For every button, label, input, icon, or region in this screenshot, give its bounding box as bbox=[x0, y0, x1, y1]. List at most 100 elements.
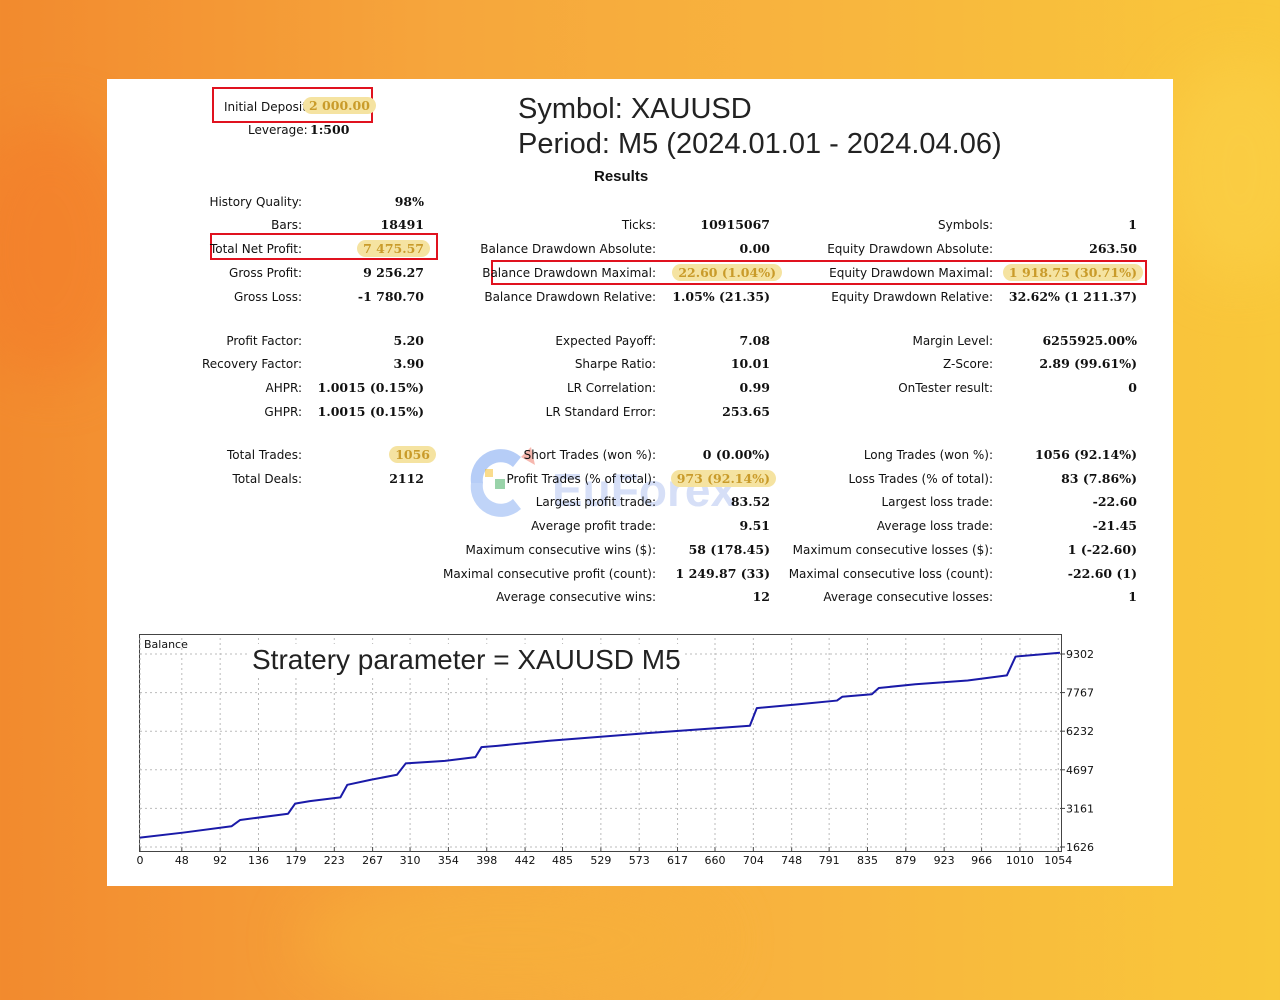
x-tick-label: 354 bbox=[438, 854, 459, 867]
y-tick-label: 6232 bbox=[1066, 725, 1094, 738]
stat-label: Balance Drawdown Maximal: bbox=[482, 266, 656, 280]
stat-label: Expected Payoff: bbox=[555, 334, 656, 348]
chart-title: Stratery parameter = XAUUSD M5 bbox=[248, 644, 685, 676]
stat-label: Margin Level: bbox=[912, 334, 993, 348]
stat-label: AHPR: bbox=[265, 381, 302, 395]
stat-value: -21.45 bbox=[1092, 518, 1137, 533]
stat-label: Equity Drawdown Maximal: bbox=[829, 266, 993, 280]
stat-label: Total Deals: bbox=[232, 472, 302, 486]
stat-label: LR Standard Error: bbox=[545, 405, 656, 419]
stat-value: 1 918.75 (30.71%) bbox=[1002, 264, 1143, 281]
y-tick-label: 3161 bbox=[1066, 802, 1094, 815]
leverage-value: 1:500 bbox=[310, 122, 350, 137]
stat-value: 9 256.27 bbox=[363, 265, 424, 280]
stat-label: Short Trades (won %): bbox=[523, 448, 656, 462]
x-tick-label: 310 bbox=[400, 854, 421, 867]
stat-value: 18491 bbox=[380, 217, 425, 232]
stat-label: Balance Drawdown Absolute: bbox=[480, 242, 656, 256]
stat-value: 0 bbox=[1128, 380, 1137, 395]
stat-label: Recovery Factor: bbox=[201, 357, 302, 371]
results-heading: Results bbox=[594, 168, 649, 185]
stat-label: Symbols: bbox=[938, 218, 993, 232]
stat-value: 0.99 bbox=[739, 380, 770, 395]
initial-deposit-value: 2 000.00 bbox=[303, 97, 376, 114]
x-tick-label: 223 bbox=[324, 854, 345, 867]
stat-value: 0 (0.00%) bbox=[702, 447, 770, 462]
x-tick-label: 398 bbox=[476, 854, 497, 867]
stat-label: Largest loss trade: bbox=[881, 495, 993, 509]
stat-label: Maximal consecutive profit (count): bbox=[442, 567, 656, 581]
stat-value: 7.08 bbox=[739, 333, 770, 348]
x-tick-label: 879 bbox=[895, 854, 916, 867]
x-tick-label: 617 bbox=[667, 854, 688, 867]
stat-value: 1 (-22.60) bbox=[1067, 542, 1137, 557]
stat-value: 1.0015 (0.15%) bbox=[317, 404, 424, 419]
stat-label: Maximal consecutive loss (count): bbox=[788, 567, 993, 581]
report-sheet: Initial Deposit: 2 000.00 Leverage: 1:50… bbox=[107, 79, 1173, 886]
stat-label: Total Net Profit: bbox=[209, 242, 302, 256]
x-tick-label: 748 bbox=[781, 854, 802, 867]
stat-value: 263.50 bbox=[1089, 241, 1137, 256]
x-tick-label: 573 bbox=[629, 854, 650, 867]
stat-value: -22.60 bbox=[1092, 494, 1137, 509]
x-tick-label: 1010 bbox=[1006, 854, 1034, 867]
total-net-profit-highlight-box bbox=[210, 233, 438, 260]
stat-label: Loss Trades (% of total): bbox=[848, 472, 994, 486]
stat-label: Largest profit trade: bbox=[535, 495, 656, 509]
x-tick-label: 660 bbox=[705, 854, 726, 867]
stat-label: GHPR: bbox=[264, 405, 302, 419]
x-tick-label: 179 bbox=[285, 854, 306, 867]
stat-value: 5.20 bbox=[393, 333, 424, 348]
stat-value: 6255925.00% bbox=[1042, 333, 1137, 348]
x-tick-label: 923 bbox=[934, 854, 955, 867]
stat-label: Average consecutive losses: bbox=[823, 590, 993, 604]
stat-label: Profit Trades (% of total): bbox=[506, 472, 656, 486]
stat-value: 9.51 bbox=[739, 518, 770, 533]
stat-label: Average consecutive wins: bbox=[496, 590, 656, 604]
x-tick-label: 442 bbox=[515, 854, 536, 867]
stat-value: 1056 bbox=[389, 446, 436, 463]
initial-deposit-label: Initial Deposit: bbox=[224, 100, 311, 114]
stat-label: Average profit trade: bbox=[531, 519, 656, 533]
x-tick-label: 966 bbox=[971, 854, 992, 867]
x-tick-label: 136 bbox=[248, 854, 269, 867]
stat-value: 973 (92.14%) bbox=[670, 470, 776, 487]
stat-value: 2112 bbox=[389, 471, 424, 486]
stat-label: Sharpe Ratio: bbox=[574, 357, 656, 371]
x-tick-label: 791 bbox=[819, 854, 840, 867]
stat-value: 1.0015 (0.15%) bbox=[317, 380, 424, 395]
symbol-title: Symbol: XAUUSD bbox=[518, 93, 752, 125]
stat-label: Maximum consecutive wins ($): bbox=[465, 543, 656, 557]
stat-value: 1 bbox=[1128, 217, 1137, 232]
stat-label: Total Trades: bbox=[227, 448, 302, 462]
stat-value: 3.90 bbox=[393, 356, 424, 371]
stat-label: Long Trades (won %): bbox=[863, 448, 993, 462]
stat-value: 83.52 bbox=[730, 494, 770, 509]
stat-label: Maximum consecutive losses ($): bbox=[792, 543, 993, 557]
stat-label: Ticks: bbox=[621, 218, 656, 232]
x-tick-label: 48 bbox=[175, 854, 189, 867]
stat-value: 58 (178.45) bbox=[688, 542, 770, 557]
x-tick-label: 835 bbox=[857, 854, 878, 867]
stat-label: Balance Drawdown Relative: bbox=[484, 290, 656, 304]
x-tick-label: 485 bbox=[552, 854, 573, 867]
x-tick-label: 92 bbox=[213, 854, 227, 867]
stat-label: Bars: bbox=[271, 218, 302, 232]
stat-value: 1056 (92.14%) bbox=[1035, 447, 1137, 462]
stat-label: LR Correlation: bbox=[566, 381, 656, 395]
stat-value: 1 bbox=[1128, 589, 1137, 604]
stat-label: History Quality: bbox=[209, 195, 302, 209]
stat-value: 98% bbox=[394, 194, 424, 209]
y-tick-label: 9302 bbox=[1066, 648, 1094, 661]
stat-value: 10915067 bbox=[700, 217, 770, 232]
euforex-logo-icon bbox=[470, 447, 535, 517]
x-tick-label: 529 bbox=[590, 854, 611, 867]
background-blob bbox=[300, 880, 720, 1000]
stat-label: Average loss trade: bbox=[876, 519, 993, 533]
stat-value: 32.62% (1 211.37) bbox=[1008, 289, 1137, 304]
x-tick-label: 704 bbox=[743, 854, 764, 867]
stat-value: -22.60 (1) bbox=[1067, 566, 1137, 581]
stat-label: Gross Loss: bbox=[234, 290, 302, 304]
x-tick-label: 267 bbox=[362, 854, 383, 867]
y-tick-label: 7767 bbox=[1066, 687, 1094, 700]
